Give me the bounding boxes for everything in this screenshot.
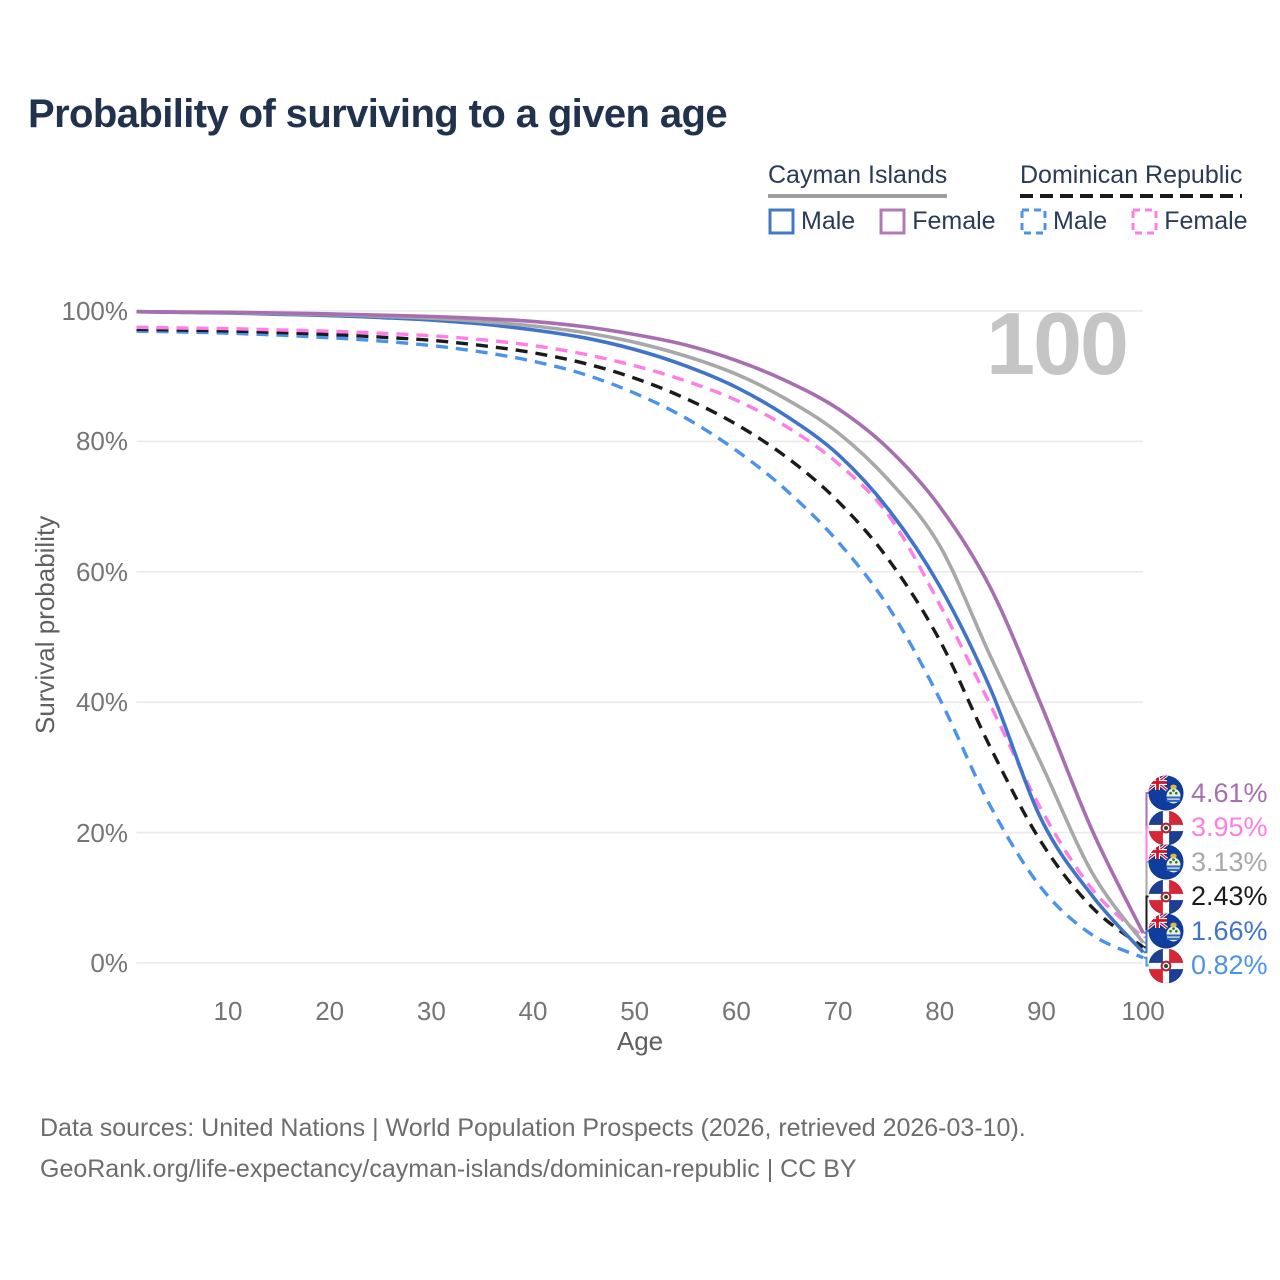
legend-item-label: Male bbox=[801, 207, 856, 235]
end-label-value: 4.61% bbox=[1191, 777, 1268, 808]
cayman-islands-flag-icon bbox=[1148, 913, 1184, 949]
end-label-dominican-republic-both-sexes: 2.43% bbox=[1148, 879, 1268, 915]
end-label-value: 0.82% bbox=[1191, 950, 1268, 980]
legend-header-cayman-islands: Cayman Islands bbox=[768, 161, 948, 198]
x-tick-60: 60 bbox=[721, 996, 751, 1026]
x-tick-100: 100 bbox=[1121, 996, 1165, 1026]
x-tick-30: 30 bbox=[416, 996, 446, 1026]
dominican-republic-flag-icon bbox=[1148, 810, 1184, 845]
legend-item-cayman-female[interactable]: Female bbox=[879, 207, 996, 236]
end-label-cayman-islands-both-sexes: 3.13% bbox=[1148, 844, 1268, 880]
end-label-value: 2.43% bbox=[1191, 881, 1268, 911]
curve-cayman-islands-female bbox=[136, 309, 1145, 934]
legend-item-dominican-male[interactable]: Male bbox=[1020, 207, 1107, 236]
cayman-islands-flag-icon bbox=[1148, 775, 1184, 811]
legend-item-label: Male bbox=[1053, 207, 1108, 235]
x-tick-20: 20 bbox=[315, 996, 345, 1026]
footer: Data sources: United Nations | World Pop… bbox=[40, 1108, 1026, 1190]
legend-item-dominican-female[interactable]: Female bbox=[1131, 207, 1248, 236]
curve-cayman-islands-male bbox=[136, 309, 1145, 954]
x-tick-10: 10 bbox=[213, 996, 243, 1026]
y-tick-60%: 60% bbox=[75, 556, 128, 587]
page-title: Probability of surviving to a given age bbox=[28, 92, 728, 136]
curve-dominican-republic-both-sexes bbox=[136, 327, 1145, 949]
curve-dominican-republic-female bbox=[136, 325, 1145, 939]
x-axis-title: Age bbox=[616, 1026, 664, 1056]
dominican-republic-flag-icon bbox=[1148, 948, 1184, 983]
footer-data-sources: Data sources: United Nations | World Pop… bbox=[40, 1114, 1026, 1142]
survival-probability-chart bbox=[136, 309, 1151, 967]
legend-group-dominican-republic: Dominican Republic Male Female bbox=[1020, 161, 1272, 236]
end-label-cayman-islands-female: 4.61% bbox=[1148, 775, 1268, 811]
y-tick-100%: 100% bbox=[61, 296, 129, 326]
end-label-cayman-islands-male: 1.66% bbox=[1148, 913, 1268, 949]
legend-swatch-solid-female-icon bbox=[879, 208, 906, 235]
x-tick-90: 90 bbox=[1026, 996, 1056, 1026]
x-tick-80: 80 bbox=[925, 996, 955, 1026]
end-label-value: 3.95% bbox=[1191, 812, 1268, 842]
legend-underline-solid bbox=[768, 194, 948, 198]
legend-header-label: Dominican Republic bbox=[1020, 161, 1243, 189]
legend-header-label: Cayman Islands bbox=[768, 161, 948, 189]
footer-attribution-link: GeoRank.org/life-expectancy/cayman-islan… bbox=[40, 1155, 857, 1183]
curve-cayman-islands-both-sexes bbox=[136, 309, 1145, 944]
x-tick-70: 70 bbox=[823, 996, 853, 1026]
legend-swatch-solid-male-icon bbox=[768, 208, 795, 235]
y-tick-20%: 20% bbox=[75, 817, 128, 848]
legend-item-label: Female bbox=[1164, 207, 1248, 235]
legend-header-dominican-republic: Dominican Republic bbox=[1020, 161, 1243, 198]
end-label-value: 1.66% bbox=[1191, 915, 1268, 946]
curve-dominican-republic-male bbox=[136, 329, 1144, 960]
end-label-dominican-republic-female: 3.95% bbox=[1148, 810, 1268, 846]
y-tick-40%: 40% bbox=[75, 687, 128, 718]
legend-item-cayman-male[interactable]: Male bbox=[768, 207, 855, 236]
end-label-value: 3.13% bbox=[1191, 846, 1268, 877]
y-tick-0%: 0% bbox=[90, 948, 128, 978]
age-watermark: 100 bbox=[986, 294, 1129, 393]
dominican-republic-flag-icon bbox=[1148, 879, 1184, 914]
x-tick-40: 40 bbox=[518, 996, 548, 1026]
end-label-dominican-republic-male: 0.82% bbox=[1148, 948, 1268, 984]
x-tick-50: 50 bbox=[620, 996, 650, 1026]
legend-item-label: Female bbox=[912, 207, 996, 235]
cayman-islands-flag-icon bbox=[1148, 844, 1184, 880]
legend-group-cayman-islands: Cayman Islands Male Female bbox=[768, 161, 1020, 236]
y-tick-80%: 80% bbox=[75, 426, 128, 457]
legend-underline-dashed bbox=[1020, 194, 1243, 198]
